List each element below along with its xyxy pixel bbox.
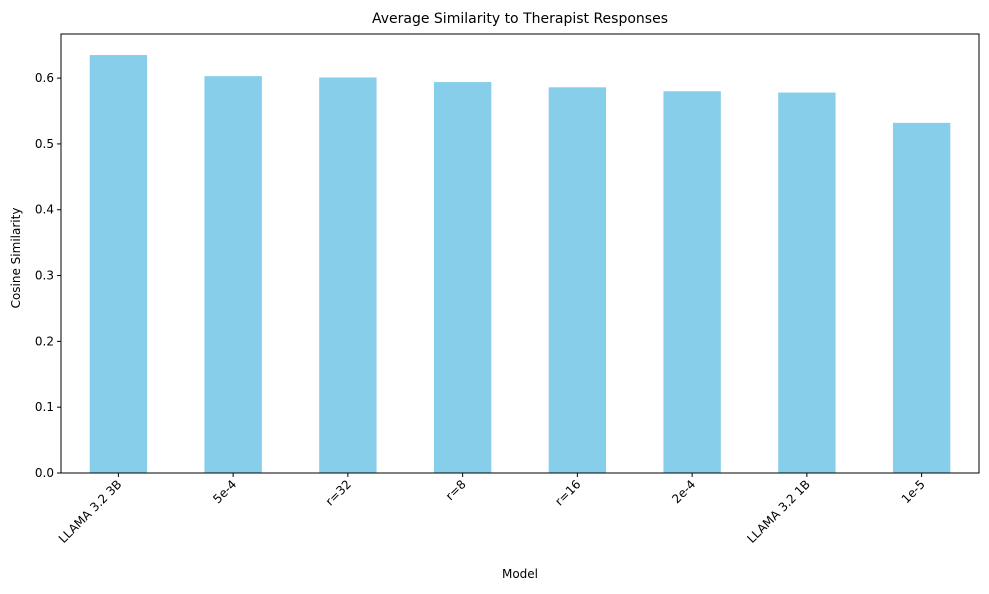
x-axis-ticks: LLAMA 3.2 3B 5e-4 r=32 r=8 r=16 2e-4 LLAMA 3.2…	[56, 473, 928, 546]
x-tick-label: 2e-4	[669, 477, 698, 506]
bar-4	[548, 87, 607, 473]
bar-0	[89, 55, 148, 474]
bar-7	[892, 122, 951, 473]
y-tick-label: 0.6	[35, 71, 54, 85]
bar-2	[319, 77, 377, 473]
x-tick-label: r=32	[323, 477, 354, 508]
bar-1	[204, 76, 262, 474]
chart-title: Average Similarity to Therapist Response…	[372, 11, 668, 27]
x-tick-label: 1e-5	[899, 477, 928, 506]
y-tick-label: 0.5	[35, 137, 54, 151]
x-tick-label: r=8	[443, 477, 469, 503]
bars-layer	[89, 55, 951, 474]
plot-frame	[60, 33, 980, 474]
x-tick-label: LLAMA 3.2 1B	[744, 477, 813, 546]
bar-3	[433, 82, 492, 474]
x-axis-label: Model	[502, 567, 538, 581]
y-tick-label: 0.3	[35, 269, 54, 283]
plot-frame-rect	[60, 33, 980, 474]
bar-5	[663, 91, 721, 473]
x-tick-label: LLAMA 3.2 3B	[56, 477, 125, 546]
bar-6	[778, 92, 836, 473]
y-tick-label: 0.1	[35, 400, 54, 414]
y-tick-label: 0.4	[35, 203, 54, 217]
y-tick-label: 0.0	[35, 466, 54, 480]
x-tick-label: r=16	[552, 477, 583, 508]
y-tick-label: 0.2	[35, 334, 54, 348]
x-tick-label: 5e-4	[210, 477, 239, 506]
y-axis-label: Cosine Similarity	[9, 208, 23, 309]
y-axis-ticks: 0.0 0.1 0.2 0.3 0.4 0.5 0.6	[35, 71, 61, 480]
